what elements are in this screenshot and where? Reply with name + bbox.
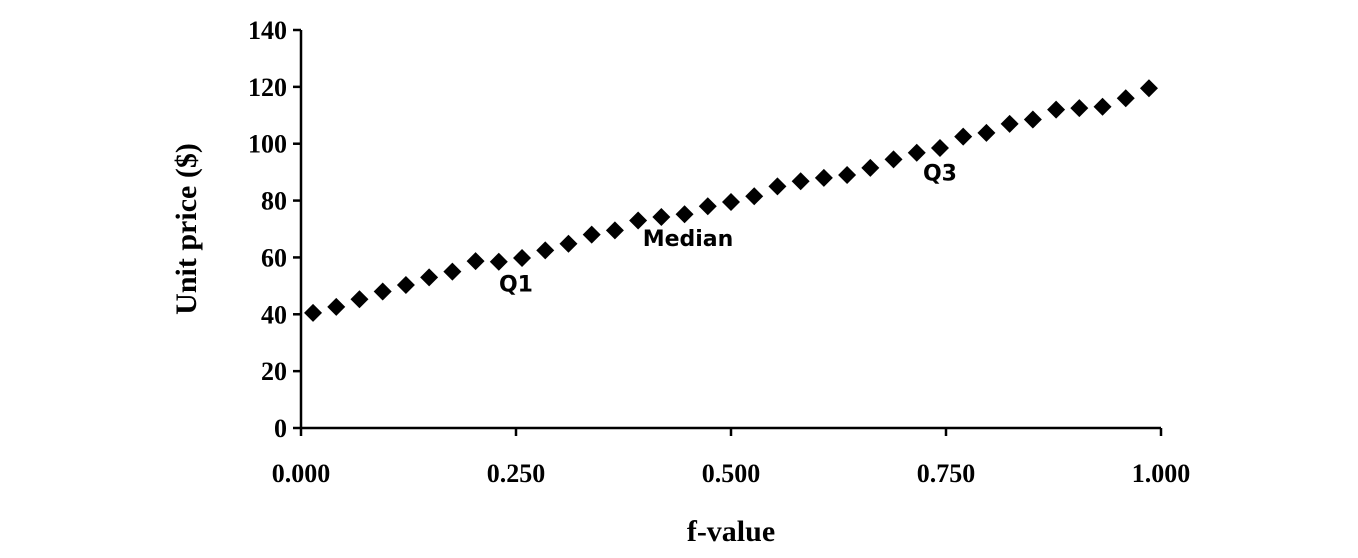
x-tick-label: 0.500 bbox=[702, 459, 761, 488]
data-point bbox=[698, 197, 717, 216]
data-point bbox=[1070, 99, 1089, 118]
annotations: Q1 Median Q3 bbox=[499, 162, 957, 298]
data-point bbox=[977, 123, 996, 142]
annotation-label: Median bbox=[643, 227, 734, 252]
data-point bbox=[791, 172, 810, 191]
x-tick-label: 0.250 bbox=[487, 459, 546, 488]
data-points bbox=[304, 79, 1158, 322]
y-tick-label: 120 bbox=[248, 73, 287, 102]
y-tick-label: 20 bbox=[261, 357, 287, 386]
x-tick-label: 0.000 bbox=[272, 459, 331, 488]
data-point bbox=[930, 138, 949, 157]
annotation-label: Q1 bbox=[499, 273, 533, 298]
x-tick-label: 1.000 bbox=[1132, 459, 1191, 488]
data-point bbox=[327, 297, 346, 316]
data-point bbox=[838, 165, 857, 184]
data-point bbox=[861, 158, 880, 177]
data-point bbox=[768, 177, 787, 196]
data-point bbox=[466, 252, 485, 271]
data-point bbox=[745, 187, 764, 206]
data-point bbox=[373, 282, 392, 301]
data-point bbox=[1023, 110, 1042, 129]
data-point bbox=[605, 221, 624, 240]
data-point bbox=[1139, 79, 1158, 98]
y-axis-ticks: 0 20 40 60 80 100 120 140 bbox=[248, 16, 301, 443]
data-point bbox=[443, 262, 462, 281]
data-point bbox=[1093, 97, 1112, 116]
data-point bbox=[513, 248, 532, 267]
data-point bbox=[722, 192, 740, 211]
x-tick-label: 0.750 bbox=[917, 459, 976, 488]
data-point bbox=[536, 241, 555, 260]
annotation-label: Q3 bbox=[923, 162, 957, 187]
y-tick-label: 0 bbox=[274, 414, 287, 443]
y-tick-label: 40 bbox=[261, 300, 287, 329]
data-point bbox=[907, 143, 926, 162]
y-tick-label: 60 bbox=[261, 243, 287, 272]
data-point bbox=[350, 290, 369, 309]
x-axis-ticks: 0.000 0.250 0.500 0.750 1.000 bbox=[272, 428, 1191, 488]
data-point bbox=[652, 208, 671, 227]
x-axis-title: f-value bbox=[687, 515, 775, 548]
data-point bbox=[396, 276, 415, 295]
data-point bbox=[814, 168, 833, 187]
data-point bbox=[304, 303, 323, 322]
data-point bbox=[559, 234, 578, 253]
y-tick-label: 80 bbox=[261, 187, 287, 216]
y-tick-label: 100 bbox=[248, 130, 287, 159]
data-point bbox=[884, 150, 903, 169]
data-point bbox=[954, 127, 973, 146]
data-point bbox=[582, 225, 601, 244]
data-point bbox=[1047, 100, 1066, 119]
data-point bbox=[675, 205, 694, 224]
y-tick-label: 140 bbox=[248, 16, 287, 45]
data-point bbox=[1116, 89, 1135, 108]
data-point bbox=[629, 211, 648, 230]
y-axis-title: Unit price ($) bbox=[170, 143, 203, 315]
data-point bbox=[420, 268, 439, 287]
data-point bbox=[1000, 114, 1019, 133]
data-point bbox=[489, 252, 508, 271]
